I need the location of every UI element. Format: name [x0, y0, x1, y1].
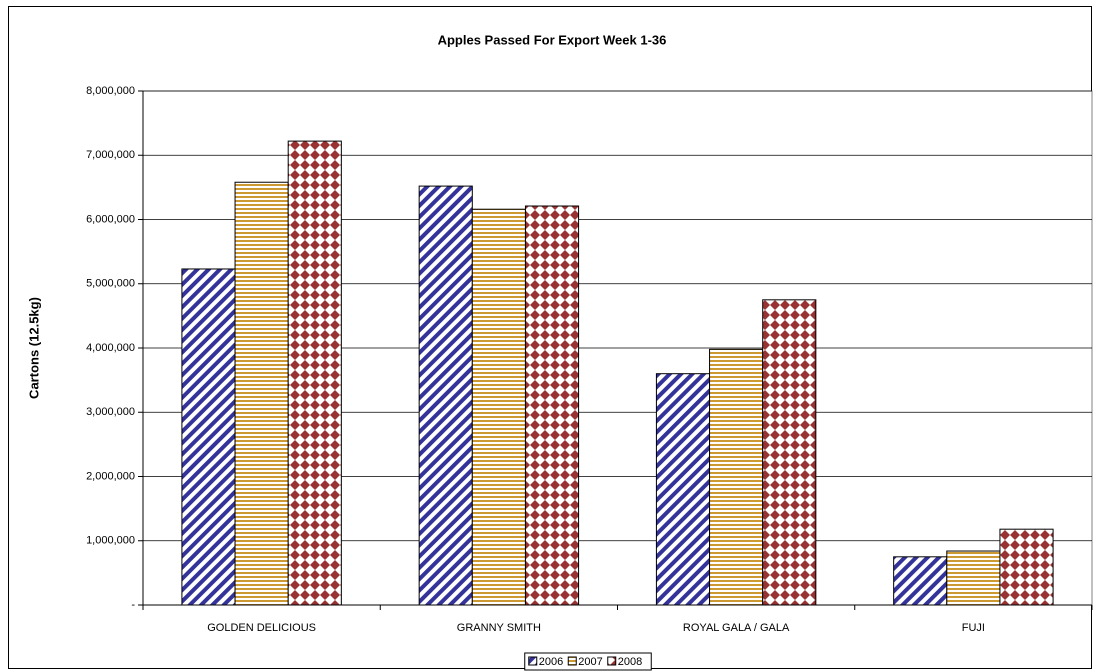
legend-label: 2007 — [578, 656, 602, 668]
y-tick-label: 5,000,000 — [86, 278, 135, 290]
y-tick-label: 8,000,000 — [86, 85, 135, 97]
bar — [524, 205, 580, 606]
bar — [287, 140, 342, 606]
y-axis-label: Cartons (12.5kg) — [26, 297, 41, 399]
bar — [893, 556, 948, 606]
x-tick-label: FUJI — [962, 622, 985, 634]
bar — [234, 181, 289, 606]
legend-swatch — [528, 656, 538, 666]
x-tick-label: GOLDEN DELICIOUS — [207, 622, 316, 634]
bar — [709, 348, 764, 606]
x-tick-label: ROYAL GALA / GALA — [683, 622, 790, 634]
bar — [471, 208, 526, 606]
bar — [762, 299, 817, 606]
legend-swatch — [607, 656, 617, 666]
y-tick-label: 4,000,000 — [86, 342, 135, 354]
y-tick-label: 3,000,000 — [86, 406, 135, 418]
chart-title: Apples Passed For Export Week 1-36 — [438, 32, 667, 47]
y-tick-label: 6,000,000 — [86, 213, 135, 225]
bar — [655, 373, 711, 606]
y-tick-label: 1,000,000 — [86, 535, 135, 547]
bar — [999, 528, 1054, 606]
y-tick-label: 7,000,000 — [86, 149, 135, 161]
bar — [946, 550, 1001, 606]
legend-label: 2008 — [618, 656, 642, 668]
x-tick-label: GRANNY SMITH — [457, 622, 541, 634]
y-tick-label: - — [131, 599, 135, 611]
bar — [181, 268, 236, 606]
y-tick-label: 2,000,000 — [86, 470, 135, 482]
legend-swatch — [567, 656, 577, 666]
bar — [418, 185, 473, 606]
legend-label: 2006 — [539, 656, 563, 668]
legend-box — [524, 652, 652, 671]
